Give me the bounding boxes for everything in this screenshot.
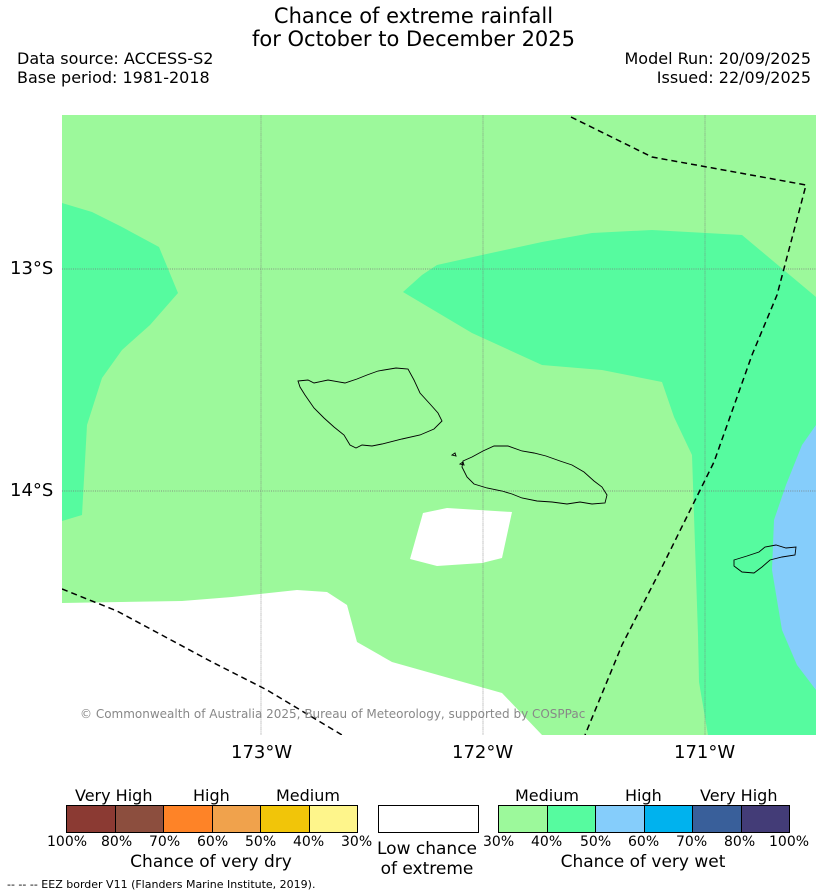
manono-island [450,452,457,457]
lon-label-171w: 171°W [674,742,736,763]
map-svg: © Commonwealth of Australia 2025, Bureau… [62,115,816,735]
wet-swatch-3 [596,806,645,832]
dry-swatch-4 [213,806,261,832]
wet-tick-100: 100% [769,834,810,850]
low-caption-line1: Low chance [377,839,477,859]
grid-lines [62,115,816,735]
wet-level-very-high: Very High [700,786,778,805]
dry-tick-60: 60% [197,834,229,850]
low-caption-line2: of extreme [380,859,474,879]
wet-50-60-region [772,425,816,690]
savaii-island [297,367,443,449]
lat-label-14s: 14°S [10,480,54,501]
dry-tick-50: 50% [245,834,277,850]
dry-colorbar [66,805,358,833]
eez-note: -- -- -- EEZ border V11 (Flanders Marine… [7,878,316,891]
islands [297,367,797,574]
wet-swatch-1 [499,806,548,832]
dry-swatch-6 [310,806,357,832]
dry-tick-80: 80% [101,834,133,850]
chart-title-line1: Chance of extreme rainfall [273,4,554,28]
dry-tick-30: 30% [341,834,373,850]
wet-level-medium: Medium [515,786,579,805]
wet-tick-50: 50% [580,834,612,850]
dry-level-very-high: Very High [75,786,153,805]
low-chance-caption: Low chance of extreme [366,839,488,879]
meta-right: Model Run: 20/09/2025 Issued: 22/09/2025 [625,49,812,87]
low-chance-swatch [378,805,479,833]
dry-caption: Chance of very dry [130,852,292,872]
lat-label-13s: 13°S [10,258,54,279]
wet-swatch-5 [693,806,742,832]
wet-tick-40: 40% [531,834,563,850]
wet-tick-70: 70% [676,834,708,850]
tutuila-island [733,544,797,574]
meta-left: Data source: ACCESS-S2 Base period: 1981… [17,49,213,87]
wet-swatch-6 [742,806,789,832]
dry-tick-70: 70% [149,834,181,850]
wet-swatch-2 [548,806,596,832]
dry-swatch-2 [116,806,164,832]
dry-tick-100: 100% [47,834,88,850]
data-source: Data source: ACCESS-S2 [17,49,214,68]
wet-tick-30: 30% [483,834,515,850]
wet-colorbar [498,805,790,833]
copyright-text: © Commonwealth of Australia 2025, Bureau… [80,707,585,721]
wet-level-high: High [625,786,662,805]
dry-level-high: High [193,786,230,805]
wet-swatch-4 [645,806,693,832]
issued-date: Issued: 22/09/2025 [656,68,811,87]
upolu-island [461,445,608,505]
wet-40-50-west-region [62,203,178,521]
wet-40-50-east-region [403,230,816,735]
dry-swatch-1 [67,806,116,832]
lon-label-173w: 173°W [231,742,293,763]
dry-tick-40: 40% [293,834,325,850]
wet-tick-60: 60% [628,834,660,850]
apolima-island [458,461,465,466]
dry-swatch-3 [164,806,213,832]
model-run: Model Run: 20/09/2025 [624,49,812,68]
chart-title-line2: for October to December 2025 [251,27,576,51]
eez-border [62,116,807,735]
wet-tick-80: 80% [724,834,756,850]
low-chance-patch [410,508,512,566]
dry-swatch-5 [261,806,310,832]
map-area: © Commonwealth of Australia 2025, Bureau… [62,115,816,735]
base-period: Base period: 1981-2018 [17,68,210,87]
dry-level-medium: Medium [276,786,340,805]
wet-caption: Chance of very wet [560,852,726,872]
lon-label-172w: 172°W [452,742,514,763]
